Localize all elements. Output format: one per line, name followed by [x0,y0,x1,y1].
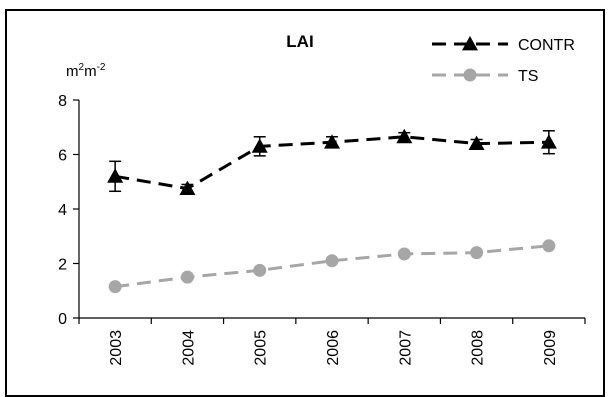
data-point-circle [180,270,194,284]
data-point-circle [542,239,556,253]
data-point-triangle [251,138,268,153]
x-tick-label: 2009 [542,330,559,366]
x-tick-label: 2003 [108,330,125,366]
y-axis-unit-label: m2m-2 [66,62,106,80]
y-tick-label: 0 [58,311,67,328]
data-point-circle [325,254,339,268]
y-tick-label: 2 [58,257,67,274]
data-point-circle [397,247,411,261]
data-point-triangle [179,180,196,195]
legend-item-ts: TS [432,68,538,85]
data-point-triangle [324,134,340,149]
chart-title: LAI [286,32,313,51]
legend: CONTR TS [432,36,575,85]
x-tick-label: 2008 [470,330,487,366]
y-tick-label: 6 [58,148,67,165]
data-point-triangle [396,128,413,144]
legend-label: CONTR [518,37,575,54]
x-tick-label: 2007 [397,330,414,366]
x-tick-label: 2005 [253,330,270,366]
series-ts [108,239,556,294]
axes: 0 2 4 6 8 2003 2004 2005 2006 2007 2008 2009 [58,93,586,366]
data-point-triangle [540,134,557,149]
data-point-triangle [468,135,485,150]
series-layer [107,128,557,294]
data-point-circle [253,263,267,277]
series-contr [107,128,557,195]
legend-item-contr: CONTR [432,36,575,54]
y-tick-label: 8 [58,93,67,110]
data-point-circle [470,246,484,260]
legend-label: TS [518,68,538,85]
y-tick-label: 4 [58,202,67,219]
legend-marker-triangle [462,36,478,51]
data-point-triangle [107,168,124,183]
data-point-circle [108,280,122,294]
x-tick-label: 2006 [325,330,342,366]
x-tick-label: 2004 [180,330,197,366]
legend-marker-circle [463,68,477,82]
